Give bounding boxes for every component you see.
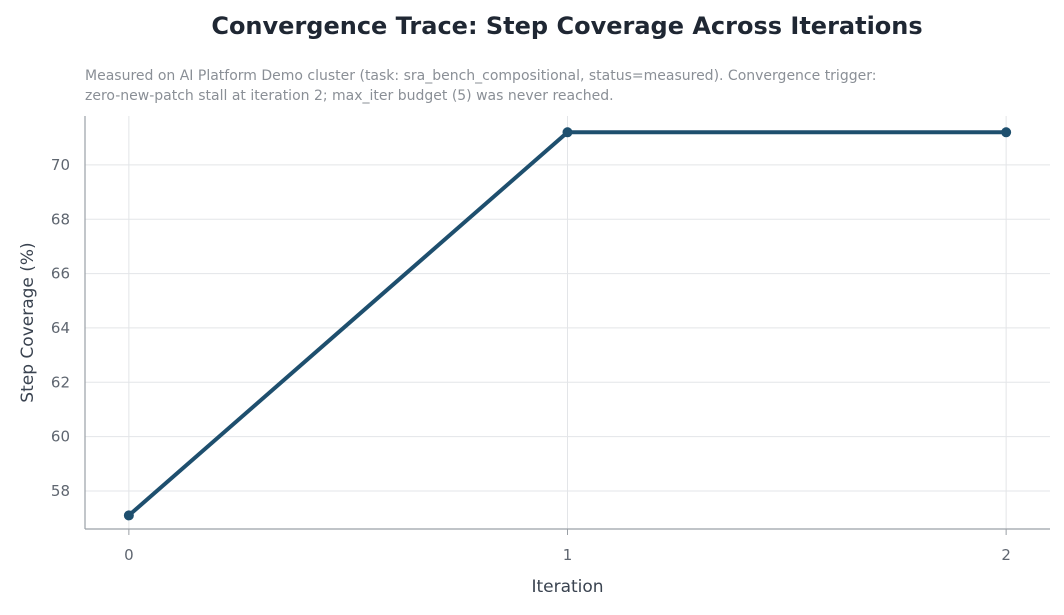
data-point: [123, 510, 134, 521]
tick-labels: 58 60 62 64 66 68 70 0 1 2: [51, 156, 1011, 564]
y-tick-label: 60: [51, 428, 70, 446]
y-axis-label: Step Coverage (%): [18, 242, 38, 402]
x-axis-label: Iteration: [531, 577, 603, 597]
y-tick-label: 66: [51, 265, 70, 283]
chart-title: Convergence Trace: Step Coverage Across …: [211, 12, 923, 40]
y-tick-label: 68: [51, 210, 70, 228]
y-tick-label: 58: [51, 482, 70, 500]
y-tick-label: 64: [51, 319, 70, 337]
y-tick-label: 62: [51, 373, 70, 391]
axes: [84, 116, 1050, 535]
data-point: [562, 127, 573, 138]
series-step-coverage: [123, 127, 1012, 521]
x-tick-label: 0: [124, 546, 134, 564]
subtitle-line-1: Measured on AI Platform Demo cluster (ta…: [85, 68, 877, 84]
grid-lines: [85, 116, 1050, 529]
y-tick-label: 70: [51, 156, 70, 174]
chart-subtitle: Measured on AI Platform Demo cluster (ta…: [85, 66, 985, 106]
x-tick-label: 1: [563, 546, 573, 564]
x-tick-label: 2: [1001, 546, 1011, 564]
subtitle-line-2: zero-new-patch stall at iteration 2; max…: [85, 88, 614, 104]
data-point: [1001, 127, 1012, 138]
